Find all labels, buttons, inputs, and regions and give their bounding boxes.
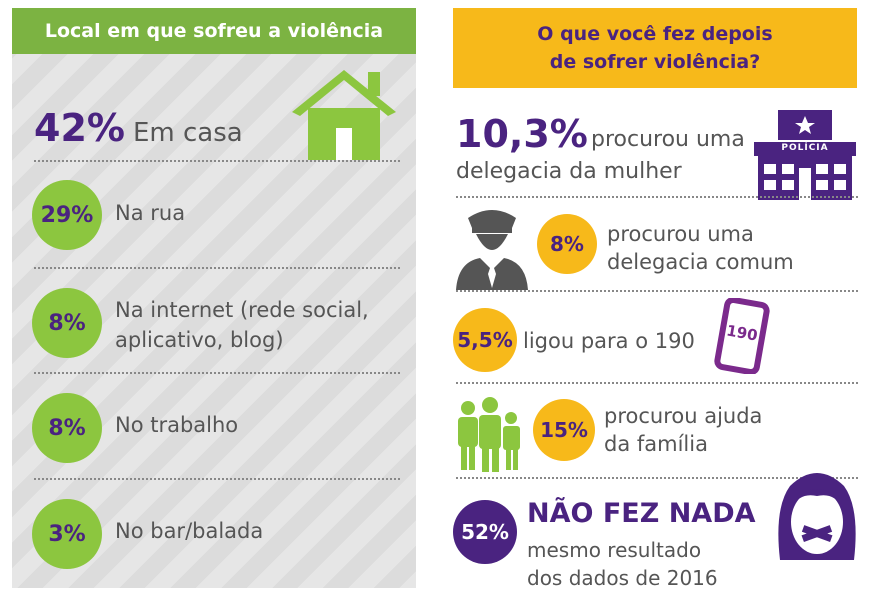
- percent-badge: 8%: [32, 393, 102, 463]
- location-label: No trabalho: [115, 413, 239, 437]
- location-label: Na rua: [115, 201, 186, 225]
- separator: [34, 267, 400, 269]
- top-item-percent: 10,3%: [456, 112, 588, 156]
- final-headline: NÃO FEZ NADA: [527, 498, 756, 529]
- top-item-label: procurou uma delegacia da mulher: [456, 127, 745, 184]
- separator: [34, 478, 400, 480]
- top-item-label: Em casa: [132, 118, 243, 148]
- separator: [34, 160, 400, 162]
- location-label: Na internet (rede social, aplicativo, bl…: [115, 298, 369, 352]
- police-station-icon: POLÍCIA: [752, 106, 858, 202]
- separator: [456, 477, 858, 479]
- final-label: mesmo resultado dos dados de 2016: [527, 538, 718, 590]
- percent-badge: 29%: [32, 180, 102, 250]
- family-icon: [455, 396, 525, 472]
- police-sign-text: POLÍCIA: [781, 143, 829, 153]
- action-label: ligou para o 190: [523, 329, 695, 353]
- percent-badge: 5,5%: [453, 308, 517, 372]
- separator: [34, 372, 400, 374]
- action-label: procurou uma delegacia comum: [607, 222, 794, 274]
- separator: [456, 290, 858, 292]
- percent-badge: 8%: [32, 288, 102, 358]
- percent-badge: 3%: [32, 499, 102, 569]
- police-officer-icon: [454, 204, 530, 290]
- left-panel-title: Local em que sofreu a violência: [12, 8, 416, 54]
- percent-badge: 52%: [453, 500, 517, 564]
- percent-badge: 8%: [537, 214, 597, 274]
- action-label: procurou ajuda da família: [604, 404, 763, 456]
- percent-badge: 15%: [533, 399, 595, 461]
- top-item-womens-station: 10,3%: [456, 112, 756, 156]
- top-item-home: 42% Em casa: [34, 106, 243, 156]
- house-icon: [288, 66, 400, 162]
- separator: [456, 196, 858, 198]
- silenced-woman-icon: [774, 468, 860, 560]
- top-item-percent: 42%: [34, 106, 125, 150]
- location-label: No bar/balada: [115, 519, 264, 543]
- right-panel-title: O que você fez depois de sofrer violênci…: [453, 8, 857, 88]
- separator: [456, 382, 858, 384]
- phone-icon: 190: [714, 296, 770, 376]
